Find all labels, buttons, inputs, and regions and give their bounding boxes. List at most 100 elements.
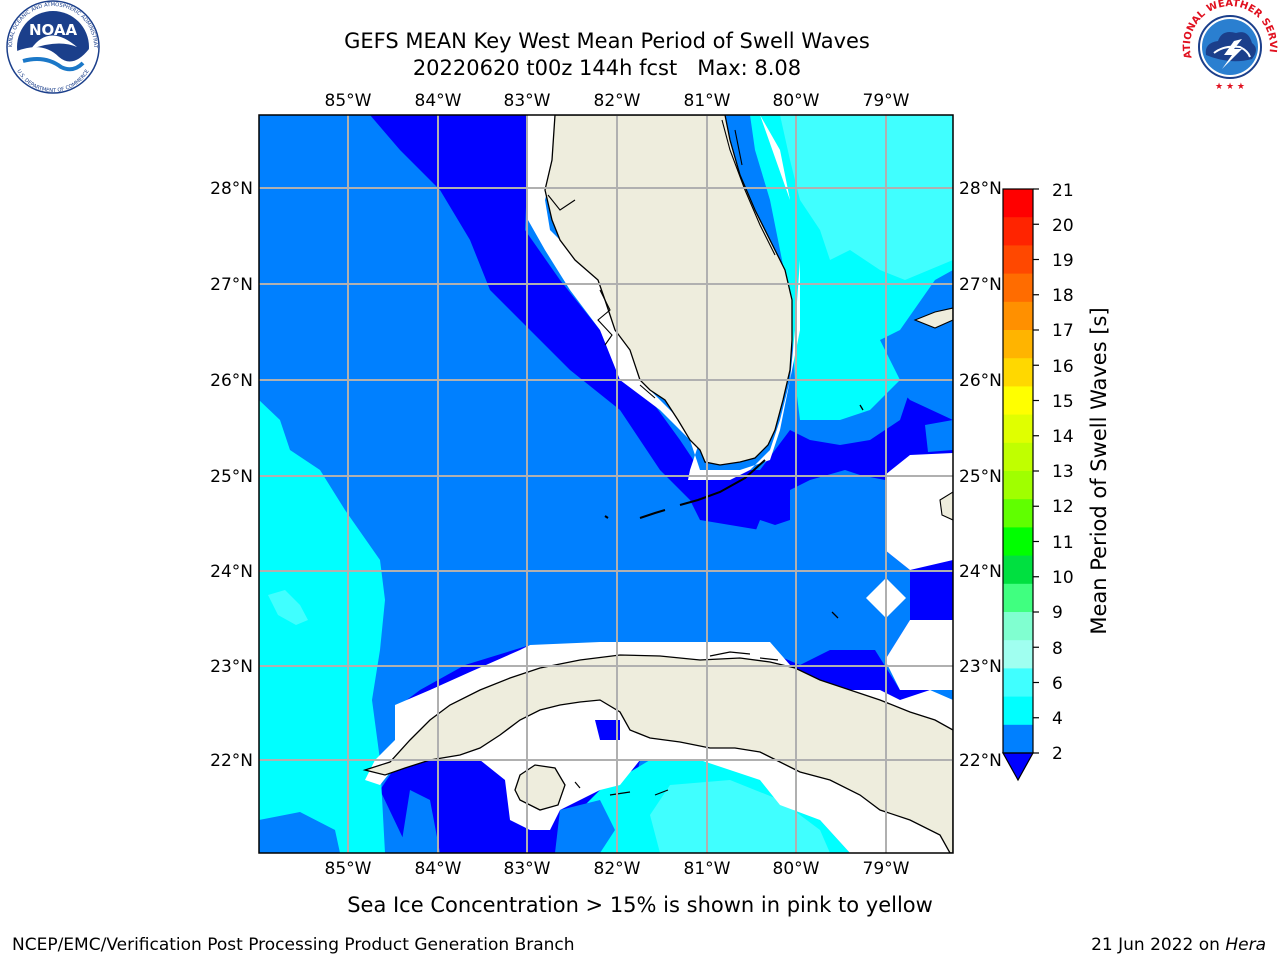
- colorbar-tick-label: 2: [1052, 744, 1063, 764]
- lat-label-28n: 28°N: [959, 179, 1002, 199]
- colorbar-cell: [1003, 499, 1033, 528]
- colorbar-cell: [1003, 527, 1033, 557]
- colorbar-tickmarks: [1033, 188, 1039, 754]
- colorbar-tick-label: 8: [1052, 639, 1063, 659]
- lon-label-80w: 80°W: [773, 91, 820, 111]
- colorbar-tick-label: 12: [1052, 497, 1074, 517]
- colorbar-label: Mean Period of Swell Waves [s]: [1087, 307, 1111, 634]
- lat-label-25n: 25°N: [959, 467, 1002, 487]
- lat-label-23n: 23°N: [959, 657, 1002, 677]
- colorbar-ticks: 21 20 19 18 17 16 15 14 13 12 11 10 9 8 …: [1052, 181, 1074, 764]
- colorbar-cell: [1003, 668, 1033, 698]
- colorbar-cell: [1003, 245, 1033, 275]
- colorbar-cell: [1003, 330, 1033, 359]
- colorbar-tick-label: 13: [1052, 462, 1074, 482]
- colorbar-cell: [1003, 696, 1033, 726]
- cuba-cays: [574, 651, 779, 796]
- bahamas-land: [913, 307, 953, 329]
- swell-period-2-4s-region: [259, 812, 340, 853]
- lon-label-81w: 81°W: [684, 91, 731, 111]
- lat-label-26n: 26°N: [210, 371, 253, 391]
- colorbar-tick-label: 15: [1052, 392, 1074, 412]
- colorbar-cell: [1003, 442, 1033, 472]
- lon-labels-top: 85°W 84°W 83°W 82°W 81°W 80°W 79°W: [325, 91, 910, 111]
- florida-keys: [604, 459, 766, 519]
- florida-land: [544, 115, 793, 466]
- swell-period-2-4s-region: [650, 515, 690, 530]
- colorbar-tick-label: 19: [1052, 251, 1074, 271]
- lon-labels-bottom: 85°W 84°W 83°W 82°W 81°W 80°W 79°W: [325, 859, 910, 879]
- lat-label-25n: 25°N: [210, 467, 253, 487]
- map-panel: [259, 115, 953, 853]
- colorbar: 21 20 19 18 17 16 15 14 13 12 11 10 9 8 …: [1001, 181, 1111, 782]
- lat-label-24n: 24°N: [959, 562, 1002, 582]
- lon-label-82w: 82°W: [594, 859, 641, 879]
- run-date: 21 Jun 2022 on: [1091, 935, 1225, 955]
- star-icon: ★ ★ ★: [1215, 82, 1245, 92]
- colorbar-tick-label: 14: [1052, 427, 1074, 447]
- noaa-logo: NOAA NATIONAL OCEANIC AND ATMOSPHERIC AD…: [6, 0, 100, 94]
- lat-label-24n: 24°N: [210, 562, 253, 582]
- swell-period-2-4s-region: [400, 790, 440, 853]
- lat-label-22n: 22°N: [959, 751, 1002, 771]
- colorbar-cell: [1003, 471, 1033, 500]
- swell-period-6-8s-region: [268, 590, 308, 625]
- swell-period-2-4s-region: [555, 800, 615, 853]
- lon-label-83w: 83°W: [504, 91, 551, 111]
- nws-logo: NATIONAL WEATHER SERVICE ★ ★ ★: [1182, 0, 1278, 93]
- lat-label-26n: 26°N: [959, 371, 1002, 391]
- lat-label-28n: 28°N: [210, 179, 253, 199]
- credit-text: NCEP/EMC/Verification Post Processing Pr…: [12, 935, 575, 955]
- title-line-1: GEFS MEAN Key West Mean Period of Swell …: [344, 29, 870, 53]
- lat-labels-left: 28°N 27°N 26°N 25°N 24°N 23°N 22°N: [210, 179, 253, 771]
- colorbar-tick-label: 18: [1052, 286, 1074, 306]
- swell-period-2-4s-region: [750, 520, 800, 575]
- run-date-text: 21 Jun 2022 on Hera: [1091, 935, 1266, 955]
- colorbar-tick-label: 20: [1052, 216, 1074, 236]
- swell-period-2-4s-region: [805, 538, 828, 558]
- colorbar-cell: [1003, 640, 1033, 669]
- colorbar-cell: [1003, 414, 1033, 444]
- colorbar-cell: [1003, 555, 1033, 585]
- lat-label-27n: 27°N: [210, 275, 253, 295]
- colorbar-cell: [1003, 358, 1033, 387]
- noaa-logo-word: NOAA: [29, 21, 78, 39]
- swell-period-6-8s-region: [780, 115, 953, 280]
- swell-period-2-4s-region: [925, 420, 953, 452]
- swell-period-4-6s-region: [259, 400, 385, 853]
- lat-label-22n: 22°N: [210, 751, 253, 771]
- colorbar-tick-label: 17: [1052, 321, 1074, 341]
- lon-label-84w: 84°W: [415, 91, 462, 111]
- lon-label-82w: 82°W: [594, 91, 641, 111]
- colorbar-cell: [1003, 189, 1033, 218]
- lon-label-85w: 85°W: [325, 91, 372, 111]
- lon-label-79w: 79°W: [863, 859, 910, 879]
- lat-label-27n: 27°N: [959, 275, 1002, 295]
- run-host: Hera: [1225, 935, 1266, 955]
- map-gridlines: [259, 115, 953, 853]
- lon-label-85w: 85°W: [325, 859, 372, 879]
- colorbar-cell: [1003, 612, 1033, 641]
- map-frame: [258, 114, 954, 854]
- bahamas-land: [939, 491, 953, 521]
- colorbar-cell: [1003, 724, 1033, 754]
- colorbar-tick-label: 16: [1052, 357, 1074, 377]
- colorbar-cell: [1003, 217, 1033, 246]
- colorbar-cell: [1003, 301, 1033, 331]
- sea-ice-caption: Sea Ice Concentration > 15% is shown in …: [347, 893, 933, 917]
- lat-labels-right: 28°N 27°N 26°N 25°N 24°N 23°N 22°N: [959, 179, 1002, 771]
- title-line-2: 20220620 t00z 144h fcst Max: 8.08: [413, 56, 801, 80]
- lon-label-81w: 81°W: [684, 859, 731, 879]
- lon-label-83w: 83°W: [504, 859, 551, 879]
- colorbar-tick-label: 21: [1052, 181, 1074, 201]
- colorbar-cells: [1003, 189, 1033, 754]
- colorbar-tick-label: 6: [1052, 674, 1063, 694]
- lon-label-79w: 79°W: [863, 91, 910, 111]
- colorbar-tick-label: 4: [1052, 709, 1063, 729]
- bahamas-land: [831, 404, 864, 619]
- swell-period-6-8s-region: [650, 780, 830, 853]
- colorbar-cell: [1003, 583, 1033, 613]
- lon-label-84w: 84°W: [415, 859, 462, 879]
- colorbar-tick-label: 11: [1052, 533, 1074, 553]
